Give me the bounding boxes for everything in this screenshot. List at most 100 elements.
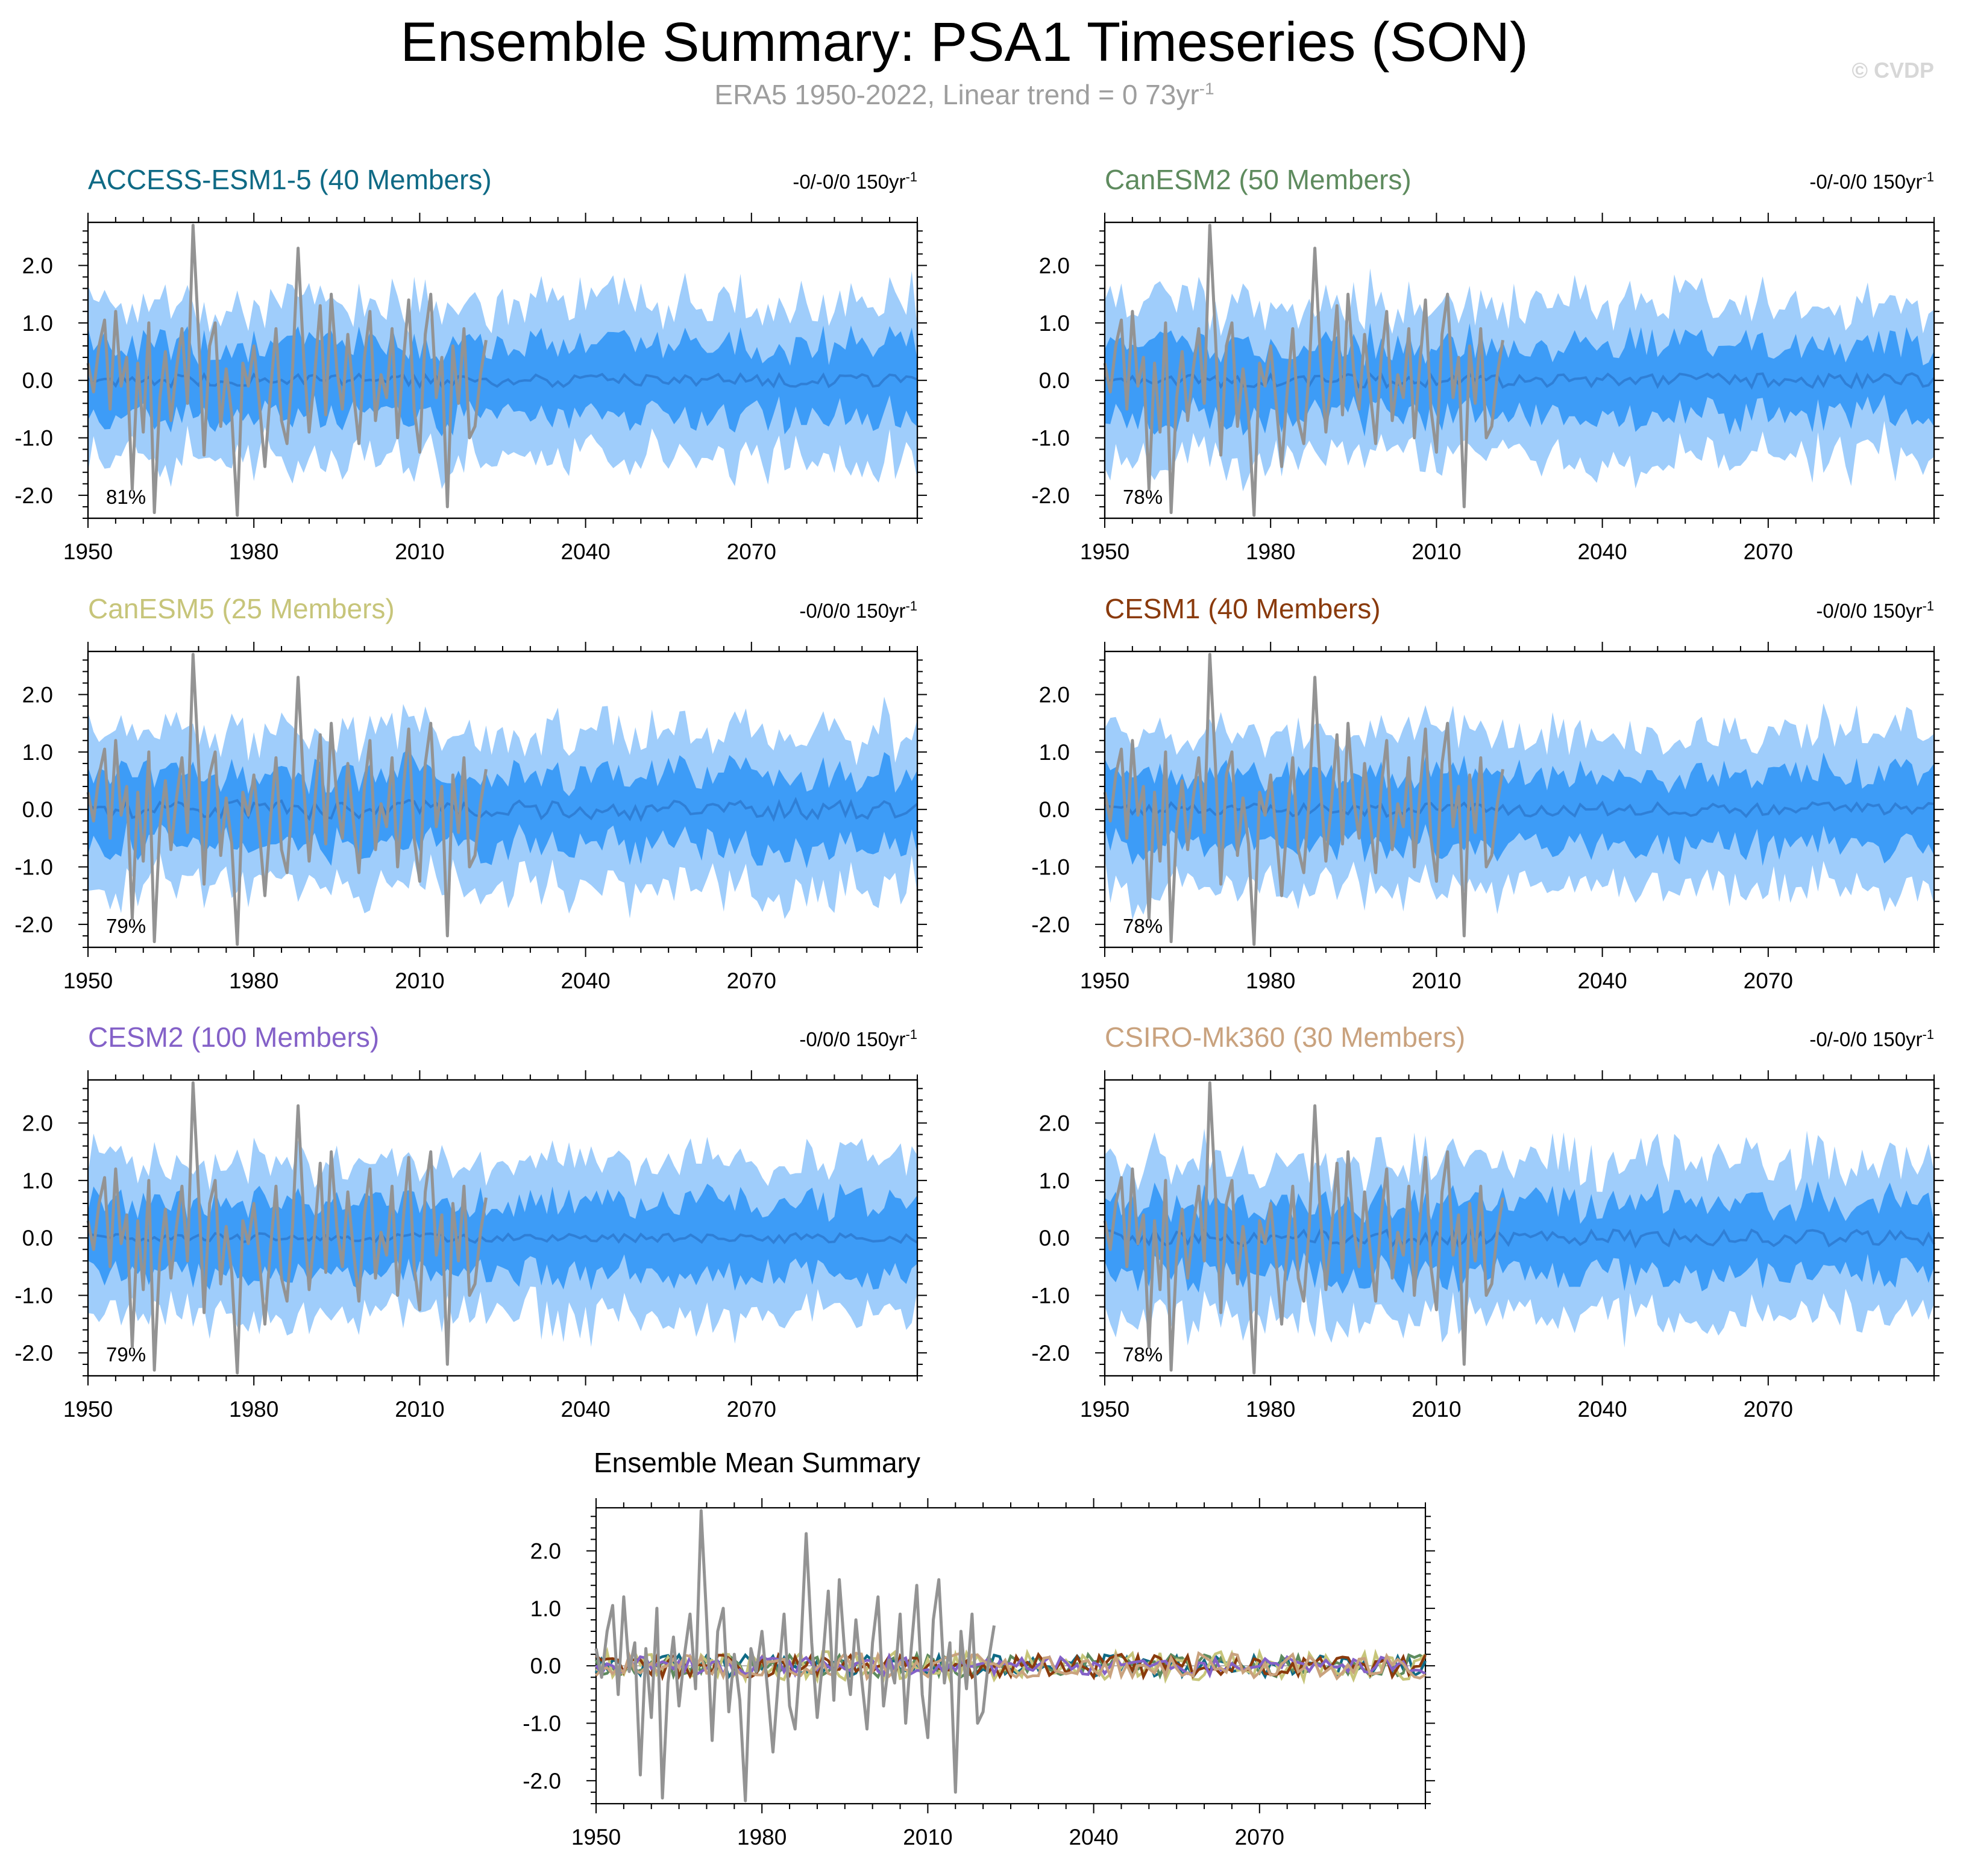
- y-tick-label: 0.0: [22, 368, 53, 393]
- x-tick-label: 1950: [1080, 1397, 1129, 1422]
- x-tick-label: 2010: [1412, 1397, 1461, 1422]
- plot-frame-top: [1104, 1079, 1935, 1377]
- ensemble-panel: 1950 1980 2010 2040 2070 2.0 1.0 0.0 -1.0 -2.0 79%: [14, 1070, 927, 1422]
- y-tick-label: 2.0: [22, 1111, 53, 1136]
- observed-line: [86, 224, 488, 517]
- y-tick-label: 0.0: [1039, 1226, 1070, 1250]
- y-tick-label: -2.0: [14, 1341, 53, 1366]
- x-tick-label: 1950: [63, 1397, 113, 1422]
- inner-range-band: [1105, 322, 1934, 437]
- x-tick-label: 1950: [571, 1825, 621, 1849]
- trend-label: -0/-0/0 150yr-1: [1572, 169, 1934, 193]
- ensemble-mean-line: [1104, 1227, 1935, 1249]
- x-tick-label: 1980: [229, 968, 278, 993]
- percent-label: 79%: [106, 915, 146, 937]
- inner-range-band: [1105, 752, 1934, 866]
- y-tick-label: -2.0: [1031, 483, 1070, 508]
- ensemble-panel: 1950 1980 2010 2040 2070 2.0 1.0 0.0 -1.0 -2.0 81%: [14, 213, 927, 564]
- x-tick-label: 2010: [903, 1825, 952, 1849]
- percent-label: 78%: [1123, 1343, 1163, 1366]
- y-tick-label: 1.0: [530, 1596, 561, 1621]
- x-tick-label: 2010: [395, 1397, 444, 1422]
- y-tick-label: -2.0: [14, 912, 53, 937]
- y-tick-label: 1.0: [22, 311, 53, 336]
- trend-superscript: -1: [905, 598, 917, 613]
- trend-superscript: -1: [905, 169, 917, 184]
- page-subtitle: ERA5 1950-2022, Linear trend = 0 73yr-1: [0, 78, 1929, 111]
- observed-line: [1103, 1081, 1504, 1375]
- ensemble-mean-summary-panel: 1950 1980 2010 2040 2070 2.0 1.0 0.0 -1.0 -2.0: [523, 1498, 1435, 1849]
- y-tick-label: 2.0: [22, 683, 53, 707]
- x-tick-label: 2010: [1412, 539, 1461, 564]
- plot-frame-top: [87, 221, 919, 519]
- observed-line: [594, 1509, 996, 1802]
- trend-text: -0/-0/0 150yr: [1809, 171, 1923, 193]
- ensemble-panel: 1950 1980 2010 2040 2070 2.0 1.0 0.0 -1.0 -2.0 78%: [1031, 1070, 1944, 1422]
- trend-superscript: -1: [1922, 1027, 1934, 1042]
- y-tick-label: -2.0: [1031, 1341, 1070, 1366]
- percent-label: 81%: [106, 486, 146, 508]
- percent-label: 78%: [1123, 486, 1163, 508]
- y-tick-label: 1.0: [22, 740, 53, 765]
- subtitle-superscript: -1: [1199, 79, 1214, 98]
- y-tick-label: 1.0: [1039, 311, 1070, 336]
- observed-line: [86, 653, 488, 946]
- x-tick-label: 1950: [1080, 539, 1129, 564]
- ensemble-mean-line: [1104, 372, 1935, 390]
- panel-title-access-esm1-5: ACCESS-ESM1-5 (40 Members): [88, 164, 492, 195]
- observed-line: [86, 1081, 488, 1375]
- x-tick-label: 2070: [1744, 1397, 1793, 1422]
- panel-title-cesm1: CESM1 (40 Members): [1105, 593, 1381, 624]
- x-tick-label: 2040: [561, 539, 610, 564]
- ensemble-panel: 1950 1980 2010 2040 2070 2.0 1.0 0.0 -1.0 -2.0 79%: [14, 642, 927, 993]
- inner-range-band: [1105, 1181, 1934, 1294]
- x-tick-label: 2070: [727, 1397, 776, 1422]
- y-tick-label: -1.0: [523, 1711, 561, 1736]
- panel-title-cesm2: CESM2 (100 Members): [88, 1021, 380, 1053]
- inner-range-band: [88, 1183, 917, 1291]
- ensemble-panel: 1950 1980 2010 2040 2070 2.0 1.0 0.0 -1.0 -2.0 78%: [1031, 642, 1944, 993]
- x-tick-label: 1980: [737, 1825, 787, 1849]
- observed-line: [1103, 224, 1504, 517]
- trend-text: -0/-0/0 150yr: [1809, 1028, 1923, 1050]
- trend-label: -0/0/0 150yr-1: [556, 1027, 917, 1051]
- panel-title-canesm5: CanESM5 (25 Members): [88, 593, 395, 624]
- y-tick-label: 0.0: [22, 1226, 53, 1250]
- x-tick-label: 1980: [229, 1397, 278, 1422]
- trend-text: -0/0/0 150yr: [799, 600, 906, 622]
- x-tick-label: 1950: [1080, 968, 1129, 993]
- inner-range-band: [88, 749, 917, 868]
- plot-frame-top: [1104, 221, 1935, 519]
- plot-frame-top: [87, 1079, 919, 1377]
- page-title: Ensemble Summary: PSA1 Timeseries (SON): [400, 11, 1528, 73]
- y-tick-label: -1.0: [1031, 426, 1070, 451]
- trend-text: -0/0/0 150yr: [799, 1028, 906, 1050]
- x-tick-label: 2010: [395, 539, 444, 564]
- x-tick-label: 2070: [727, 968, 776, 993]
- x-tick-label: 2040: [1577, 539, 1627, 564]
- x-tick-label: 2010: [395, 968, 444, 993]
- y-tick-label: -1.0: [14, 1284, 53, 1308]
- x-tick-label: 2070: [1744, 968, 1793, 993]
- x-tick-label: 1980: [1246, 968, 1295, 993]
- ensemble-mean-summary-title: Ensemble Mean Summary: [594, 1447, 920, 1478]
- percent-label: 79%: [106, 1343, 146, 1366]
- y-tick-label: -2.0: [14, 483, 53, 508]
- x-tick-label: 1950: [63, 968, 113, 993]
- trend-superscript: -1: [1922, 169, 1934, 184]
- panel-title-csiro-mk360: CSIRO-Mk360 (30 Members): [1105, 1021, 1466, 1053]
- trend-label: -0/0/0 150yr-1: [556, 598, 917, 623]
- trend-superscript: -1: [1922, 598, 1934, 613]
- ensemble-panel: 1950 1980 2010 2040 2070 2.0 1.0 0.0 -1.0 -2.0 78%: [1031, 213, 1944, 564]
- x-tick-label: 1980: [229, 539, 278, 564]
- y-tick-label: -2.0: [523, 1769, 561, 1793]
- y-tick-label: 1.0: [1039, 740, 1070, 765]
- y-tick-label: -1.0: [14, 426, 53, 451]
- trend-label: -0/0/0 150yr-1: [1572, 598, 1934, 623]
- y-tick-label: 2.0: [1039, 1111, 1070, 1136]
- y-tick-label: 2.0: [1039, 683, 1070, 707]
- x-tick-label: 2040: [1577, 1397, 1627, 1422]
- x-tick-label: 1980: [1246, 1397, 1295, 1422]
- y-tick-label: -1.0: [1031, 855, 1070, 880]
